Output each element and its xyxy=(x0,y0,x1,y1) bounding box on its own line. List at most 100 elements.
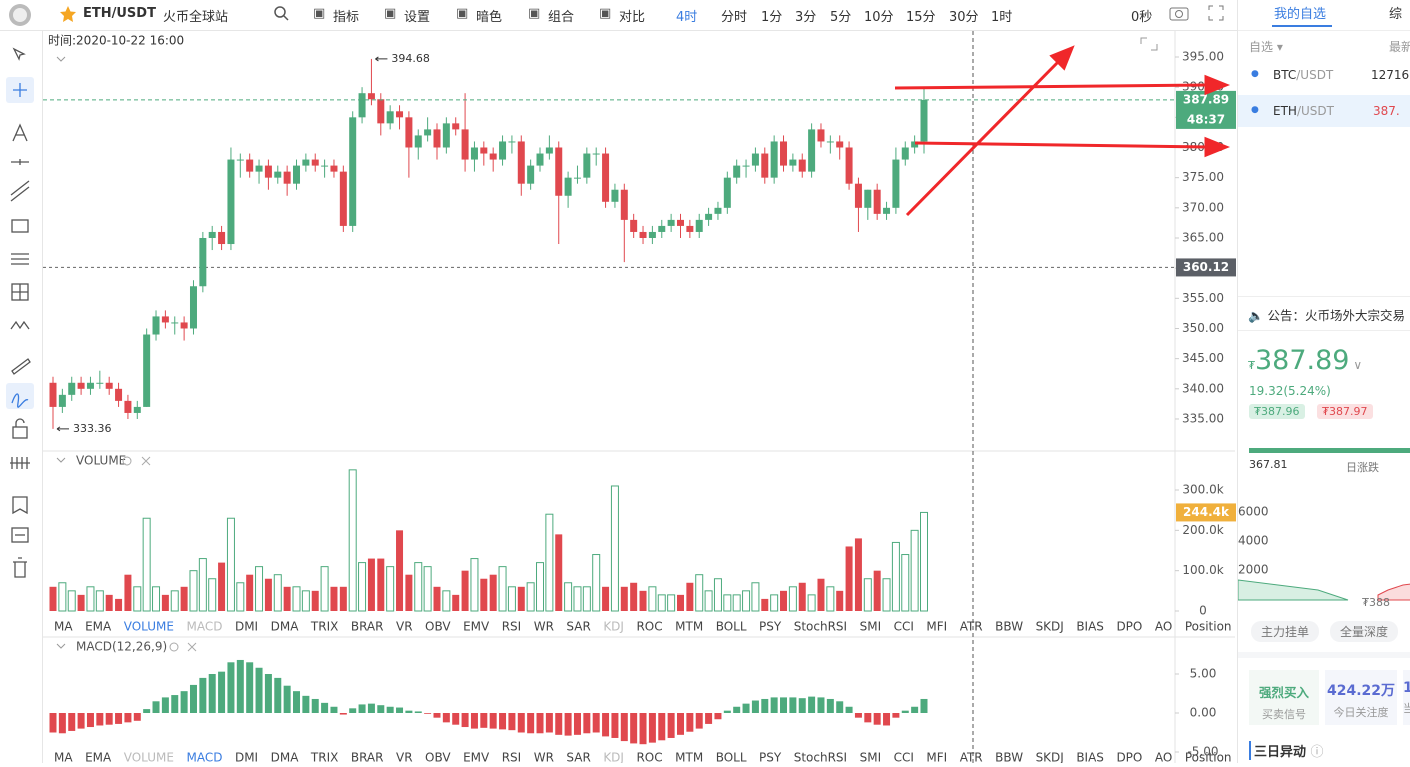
interval[interactable]: 1分 xyxy=(761,10,783,25)
collapse-icon[interactable] xyxy=(56,457,66,649)
interval[interactable]: 3分 xyxy=(795,10,817,25)
indicator-tab[interactable]: BOLL xyxy=(716,620,747,634)
card[interactable]: 强烈买入 买卖信号 xyxy=(1249,670,1319,725)
indicator-tab[interactable]: BBW xyxy=(995,620,1023,634)
camera-icon[interactable] xyxy=(1168,4,1190,22)
indicator-tab[interactable]: OBV xyxy=(425,751,451,764)
notice[interactable]: 🔈 公告：火币场外大宗交易 xyxy=(1248,308,1406,323)
indicator-tab[interactable]: MTM xyxy=(675,751,703,764)
menu-item[interactable]: 暗色 xyxy=(476,10,503,25)
indicator-tab[interactable]: VR xyxy=(396,620,413,634)
indicator-tab[interactable]: BBW xyxy=(995,751,1023,764)
indicator-tab[interactable]: AO xyxy=(1155,620,1172,634)
indicator-tab[interactable]: BOLL xyxy=(716,751,747,764)
indicator-tab[interactable]: WR xyxy=(534,620,554,634)
list-head-label[interactable]: 自选 xyxy=(1249,40,1274,54)
indicator-tab[interactable]: OBV xyxy=(425,620,451,634)
indicator-tab[interactable]: CCI xyxy=(894,620,914,634)
candle-body xyxy=(442,123,450,148)
indicator-tab[interactable]: DMI xyxy=(235,751,258,764)
menu-item[interactable]: 指标 xyxy=(333,10,360,25)
search-icon[interactable] xyxy=(273,5,289,21)
indicator-tab[interactable]: StochRSI xyxy=(794,751,847,764)
watch-row[interactable]: ● ETH/USDT 387. xyxy=(1238,95,1410,127)
indicator-tab[interactable]: PSY xyxy=(759,620,782,634)
indicator-tab[interactable]: MTM xyxy=(675,620,703,634)
indicator-tab[interactable]: BIAS xyxy=(1076,620,1104,634)
collapse-icon[interactable] xyxy=(56,56,66,62)
interval[interactable]: 15分 xyxy=(906,10,936,25)
indicator-tab[interactable]: MA xyxy=(54,620,73,634)
indicator-tab[interactable]: EMA xyxy=(85,620,112,634)
indicator-tab[interactable]: PSY xyxy=(759,751,782,764)
indicator-tab[interactable]: MA xyxy=(54,751,73,764)
indicator-tab[interactable]: SKDJ xyxy=(1036,620,1064,634)
indicator-tab[interactable]: TRIX xyxy=(310,620,338,634)
indicator-tab[interactable]: Position xyxy=(1185,751,1232,764)
tick-label: 395.00 xyxy=(1182,50,1224,64)
indicator-tab[interactable]: DMA xyxy=(271,620,300,634)
indicator-tab[interactable]: VR xyxy=(396,751,413,764)
indicator-tab[interactable]: DMA xyxy=(271,751,300,764)
card[interactable]: 424.22万 今日关注度 xyxy=(1325,670,1397,725)
indicator-tab[interactable]: ROC xyxy=(636,751,662,764)
indicator-tab[interactable]: TRIX xyxy=(310,751,338,764)
interval[interactable]: 1时 xyxy=(991,10,1013,25)
indicator-tab[interactable]: VOLUME xyxy=(124,620,174,634)
panel-tab[interactable]: 综 xyxy=(1389,7,1403,22)
indicator-tab[interactable]: StochRSI xyxy=(794,620,847,634)
indicator-tab[interactable]: SMI xyxy=(860,620,882,634)
star-icon[interactable] xyxy=(59,5,77,23)
indicator-tab[interactable]: DPO xyxy=(1116,620,1142,634)
panel-tab[interactable]: 我的自选 xyxy=(1274,7,1327,22)
indicator-tab[interactable]: AO xyxy=(1155,751,1172,764)
indicator-tab[interactable]: DMI xyxy=(235,620,258,634)
expand-icon[interactable] xyxy=(1140,37,1158,51)
indicator-tab[interactable]: EMV xyxy=(463,620,490,634)
indicator-tab[interactable]: BRAR xyxy=(351,751,384,764)
depth-tab[interactable]: 主力挂单 xyxy=(1251,621,1320,642)
menu-item[interactable]: 组合 xyxy=(548,10,575,25)
indicator-tab[interactable]: KDJ xyxy=(603,620,624,634)
indicator-tab[interactable]: SMI xyxy=(860,751,882,764)
indicator-tab[interactable]: EMV xyxy=(463,751,490,764)
indicator-tab[interactable]: MACD xyxy=(186,751,222,764)
interval[interactable]: 4时 xyxy=(676,10,698,25)
indicator-tab[interactable]: MFI xyxy=(926,751,947,764)
interval[interactable]: 10分 xyxy=(864,10,894,25)
interval[interactable]: 5分 xyxy=(830,10,852,25)
indicator-tab[interactable]: MACD xyxy=(186,620,222,634)
indicator-tab[interactable]: SKDJ xyxy=(1036,751,1064,764)
indicator-tab[interactable]: WR xyxy=(534,751,554,764)
indicator-tab[interactable]: MFI xyxy=(926,620,947,634)
indicator-tab[interactable]: VOLUME xyxy=(124,751,174,764)
symbol[interactable]: ETH/USDT xyxy=(83,6,156,21)
tick-label: 100.0k xyxy=(1182,563,1223,577)
fullscreen-icon[interactable] xyxy=(1207,4,1225,22)
indicator-tab[interactable]: Position xyxy=(1185,620,1232,634)
indicator-tab[interactable]: BRAR xyxy=(351,620,384,634)
macd-bar xyxy=(339,713,347,715)
indicator-tab[interactable]: SAR xyxy=(566,620,590,634)
indicator-tab[interactable]: KDJ xyxy=(603,751,624,764)
watch-row[interactable]: ● BTC/USDT 12716. xyxy=(1238,60,1410,90)
indicator-tab[interactable]: RSI xyxy=(502,751,522,764)
indicator-tab[interactable]: DPO xyxy=(1116,751,1142,764)
macd-bar xyxy=(864,713,872,723)
indicator-tab[interactable]: RSI xyxy=(502,620,522,634)
indicator-tab[interactable]: SAR xyxy=(566,751,590,764)
indicator-tab[interactable]: ATR xyxy=(960,620,983,634)
indicator-tab[interactable]: BIAS xyxy=(1076,751,1104,764)
indicator-tab[interactable]: ROC xyxy=(636,620,662,634)
indicator-tab[interactable]: CCI xyxy=(894,751,914,764)
menu-item[interactable]: 设置 xyxy=(404,10,431,25)
interval[interactable]: 30分 xyxy=(949,10,979,25)
menu-item[interactable]: 对比 xyxy=(619,10,646,25)
depth-tab[interactable]: 全量深度 xyxy=(1330,621,1399,642)
pane-icons[interactable] xyxy=(122,456,197,652)
interval[interactable]: 分时 xyxy=(721,10,748,25)
indicator-tab[interactable]: EMA xyxy=(85,751,112,764)
indicator-tab[interactable]: ATR xyxy=(960,751,983,764)
tool-icons[interactable] xyxy=(0,31,42,763)
